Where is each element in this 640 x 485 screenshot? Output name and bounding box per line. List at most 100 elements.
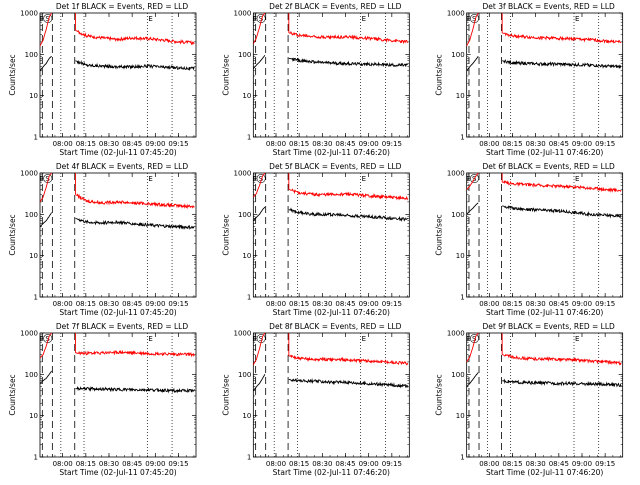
- lld-series-line: [466, 172, 622, 193]
- events-series-line: [252, 55, 409, 69]
- eclipse-marker-label: E: [362, 175, 366, 183]
- lld-series-line: [252, 12, 408, 45]
- x-tick-label: 09:00: [359, 300, 379, 308]
- panel-title: Det 7f BLACK = Events, RED = LLD: [56, 322, 189, 331]
- saa-marker-label: S: [45, 175, 50, 183]
- y-tick-label: 1000: [20, 10, 38, 18]
- x-tick-label: 08:15: [502, 460, 522, 468]
- x-tick-label: 08:30: [312, 460, 332, 468]
- x-tick-label: 08:00: [266, 300, 286, 308]
- x-tick-label: 08:45: [335, 460, 355, 468]
- x-tick-label: 09:00: [572, 300, 592, 308]
- x-axis-label: Start Time (02-Jul-11 07:46:20): [273, 308, 390, 317]
- x-axis-label: Start Time (02-Jul-11 07:46:20): [273, 468, 390, 477]
- x-tick-label: 08:00: [266, 460, 286, 468]
- saa-marker-circle: [43, 334, 53, 343]
- eclipse-marker-label: E: [148, 175, 152, 183]
- x-tick-label: 09:15: [595, 460, 615, 468]
- y-tick-label: 10: [456, 92, 465, 100]
- panel-title: Det 5f BLACK = Events, RED = LLD: [269, 162, 402, 171]
- lld-series-line: [252, 172, 409, 201]
- eclipse-marker-label: E: [466, 175, 470, 183]
- eclipse-marker-label: E: [253, 335, 257, 343]
- plot-frame: [466, 172, 624, 298]
- eclipse-marker-label: E: [466, 335, 470, 343]
- x-tick-label: 08:30: [99, 460, 119, 468]
- x-axis-label: Start Time (02-Jul-11 07:46:20): [486, 468, 603, 477]
- panel-title: Det 6f BLACK = Events, RED = LLD: [483, 162, 616, 171]
- lld-series-line: [39, 332, 195, 359]
- y-tick-label: 10: [456, 412, 465, 420]
- x-tick-label: 08:15: [502, 300, 522, 308]
- events-series-line: [39, 212, 195, 230]
- plot-frame: [252, 172, 410, 298]
- saa-marker-label: S: [472, 335, 477, 343]
- saa-marker-label: S: [472, 15, 477, 23]
- eclipse-marker-label: E: [39, 335, 43, 343]
- x-tick-label: 08:45: [122, 300, 142, 308]
- y-tick-label: 10: [242, 92, 251, 100]
- plot-frame: [39, 12, 197, 138]
- y-tick-label: 1: [247, 454, 251, 462]
- eclipse-marker-label: E: [253, 15, 257, 23]
- panel-title: Det 8f BLACK = Events, RED = LLD: [269, 322, 402, 331]
- x-tick-label: 08:45: [549, 300, 569, 308]
- eclipse-marker-label: E: [466, 15, 470, 23]
- y-tick-label: 1000: [20, 330, 38, 338]
- y-tick-label: 1000: [447, 170, 465, 178]
- y-tick-label: 1000: [234, 170, 252, 178]
- eclipse-marker-label: E: [253, 175, 257, 183]
- plot-frame: [252, 12, 410, 138]
- x-tick-label: 09:15: [168, 140, 188, 148]
- detector-panel-1: Det 1f BLACK = Events, RED = LLD 1 10 100 10…: [8, 2, 197, 157]
- x-tick-label: 08:45: [335, 300, 355, 308]
- x-tick-label: 08:30: [526, 300, 546, 308]
- detector-panel-5: Det 5f BLACK = Events, RED = LLD 1 10 100 10…: [221, 162, 410, 317]
- x-tick-label: 09:00: [145, 300, 165, 308]
- x-tick-label: 08:45: [122, 460, 142, 468]
- detector-panel-8: Det 8f BLACK = Events, RED = LLD 1 10 100 10…: [221, 322, 410, 477]
- detector-panel-7: Det 7f BLACK = Events, RED = LLD 1 10 100 10…: [8, 322, 197, 477]
- x-tick-label: 08:15: [76, 460, 96, 468]
- y-tick-label: 10: [242, 412, 251, 420]
- y-axis-label: Counts/sec: [435, 214, 444, 255]
- y-tick-label: 10: [242, 252, 251, 260]
- eclipse-marker-label: E: [148, 15, 152, 23]
- y-tick-label: 1: [34, 454, 38, 462]
- lld-series-line: [39, 12, 195, 47]
- y-tick-label: 1: [247, 134, 251, 142]
- x-tick-label: 08:30: [312, 140, 332, 148]
- events-series-line: [39, 55, 195, 72]
- detector-panel-4: Det 4f BLACK = Events, RED = LLD 1 10 100 10…: [8, 162, 197, 317]
- y-tick-label: 100: [238, 371, 251, 379]
- saa-marker-label: S: [45, 15, 50, 23]
- x-axis-label: Start Time (02-Jul-11 07:46:20): [486, 308, 603, 317]
- y-tick-label: 100: [238, 211, 251, 219]
- plot-frame: [252, 332, 410, 458]
- eclipse-marker-label: E: [575, 15, 579, 23]
- x-tick-label: 08:00: [53, 460, 73, 468]
- y-axis-label: Counts/sec: [221, 374, 230, 415]
- y-tick-label: 100: [451, 51, 464, 59]
- x-tick-label: 09:15: [382, 300, 402, 308]
- panel-title: Det 3f BLACK = Events, RED = LLD: [483, 2, 616, 11]
- x-tick-label: 09:00: [359, 140, 379, 148]
- x-tick-label: 08:45: [122, 140, 142, 148]
- lld-series-line: [466, 332, 622, 366]
- plot-frame: [466, 12, 624, 138]
- x-axis-label: Start Time (02-Jul-11 07:45:20): [59, 308, 176, 317]
- x-tick-label: 09:15: [382, 140, 402, 148]
- y-tick-label: 100: [451, 211, 464, 219]
- lld-series-line: [466, 12, 622, 47]
- x-tick-label: 08:15: [289, 140, 309, 148]
- y-tick-label: 1000: [447, 10, 465, 18]
- y-tick-label: 100: [238, 51, 251, 59]
- panel-title: Det 4f BLACK = Events, RED = LLD: [56, 162, 189, 171]
- y-tick-label: 1000: [447, 330, 465, 338]
- saa-marker-label: S: [259, 335, 264, 343]
- y-axis-label: Counts/sec: [221, 214, 230, 255]
- events-series-line: [466, 55, 622, 72]
- eclipse-marker-label: E: [39, 175, 43, 183]
- events-series-line: [466, 202, 622, 219]
